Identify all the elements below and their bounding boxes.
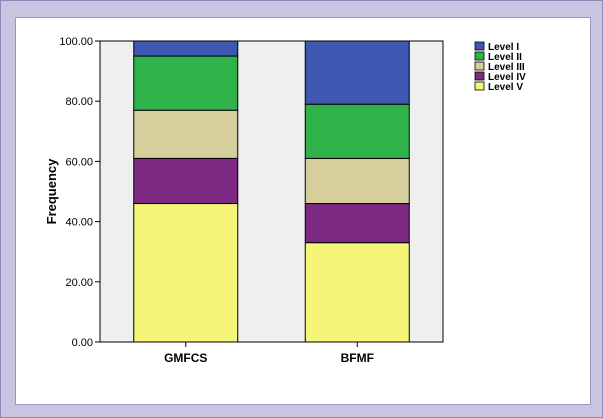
bar-segment — [133, 109, 239, 159]
legend-swatch — [474, 41, 485, 51]
y-tick-label: 80.00 — [65, 96, 93, 108]
legend-label: Level V — [488, 82, 523, 93]
legend-label: Level II — [488, 52, 522, 63]
x-category-label: GMFCS — [164, 351, 207, 365]
chart-card: 0.00 20.00 40.00 60.00 80.00 100.00 GMFCS BFMF… — [15, 17, 591, 405]
y-axis-label: Frequency — [44, 158, 59, 225]
legend-swatch — [474, 81, 485, 91]
bar-segment — [304, 40, 410, 105]
x-ticks: GMFCS BFMF — [164, 342, 374, 365]
legend-label: Level IV — [488, 72, 526, 83]
y-tick-label: 0.00 — [72, 337, 93, 349]
x-category-label: BFMF — [341, 351, 374, 365]
chart: 0.00 20.00 40.00 60.00 80.00 100.00 GMFCS BFMF… — [44, 36, 526, 365]
bar-segment — [133, 40, 239, 57]
y-tick-label: 60.00 — [65, 156, 93, 168]
y-tick-label: 100.00 — [59, 36, 93, 48]
legend-label: Level I — [488, 42, 519, 53]
bar-segment — [133, 55, 239, 111]
legend-swatch — [474, 71, 485, 81]
bar-segment — [304, 157, 410, 205]
bars — [133, 40, 410, 343]
y-tick-label: 20.00 — [65, 277, 93, 289]
bar-segment — [133, 157, 239, 205]
bar-segment — [133, 203, 239, 343]
y-tick-label: 40.00 — [65, 217, 93, 229]
bar-segment — [304, 203, 410, 244]
bar-segment — [304, 103, 410, 159]
y-ticks: 0.00 20.00 40.00 60.00 80.00 100.00 — [59, 36, 100, 349]
legend-swatch — [474, 61, 485, 71]
legend-label: Level III — [488, 62, 525, 73]
bar-segment — [304, 242, 410, 343]
legend-swatch — [474, 51, 485, 61]
